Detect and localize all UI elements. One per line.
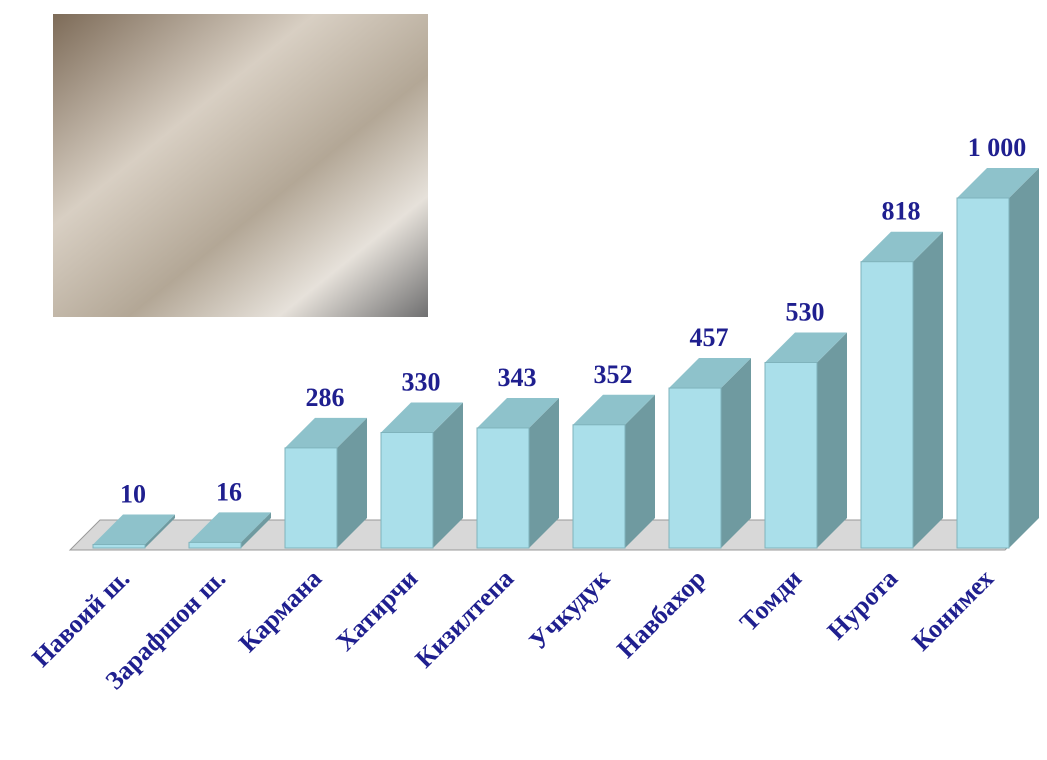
value-label: 343 — [498, 363, 537, 392]
bar-top — [285, 417, 367, 448]
value-label: 818 — [882, 197, 921, 226]
x-tick-label: Нурота — [822, 564, 904, 646]
bar-side — [721, 358, 751, 548]
value-label: 530 — [786, 298, 825, 327]
x-tick-label: Навбахор — [611, 564, 711, 664]
value-label: 16 — [216, 477, 242, 506]
bar — [188, 541, 242, 549]
bar-top — [861, 231, 943, 262]
bar-top — [189, 512, 271, 543]
bar-top — [573, 394, 655, 425]
x-tick-label: Томди — [734, 564, 807, 637]
bar — [284, 447, 338, 549]
bar-side — [529, 397, 559, 548]
bar-side — [1009, 168, 1039, 548]
bar-top — [957, 168, 1039, 198]
bar-side — [241, 512, 271, 548]
x-tick-label: Кармана — [233, 564, 327, 658]
bar — [476, 427, 530, 549]
bar — [956, 197, 1010, 549]
bar — [92, 544, 146, 549]
bar-side — [433, 402, 463, 548]
value-label: 352 — [594, 360, 633, 389]
bar-side — [337, 417, 367, 548]
bar-side — [817, 332, 847, 548]
bar-top — [669, 358, 751, 389]
x-tick-label: Конимех — [906, 564, 999, 657]
bar — [572, 424, 626, 549]
bar — [380, 432, 434, 549]
bar-side — [625, 394, 655, 548]
bar-top — [765, 332, 847, 363]
bar — [764, 362, 818, 549]
x-tick-label: Учкудук — [523, 564, 615, 656]
x-tick-label: Кизилтепа — [410, 564, 520, 674]
photo — [53, 14, 428, 317]
bar-side — [913, 231, 943, 548]
value-label: 10 — [120, 480, 146, 509]
value-label: 1 000 — [968, 133, 1027, 162]
bar-top — [381, 402, 463, 433]
bar-side — [145, 514, 175, 548]
value-label: 286 — [306, 383, 345, 412]
bar-top — [477, 397, 559, 428]
x-tick-label: Хатирчи — [330, 564, 423, 657]
value-label: 457 — [690, 323, 729, 352]
bar — [668, 387, 722, 549]
bar-top — [93, 514, 175, 545]
value-label: 330 — [402, 368, 441, 397]
bar — [860, 261, 914, 549]
